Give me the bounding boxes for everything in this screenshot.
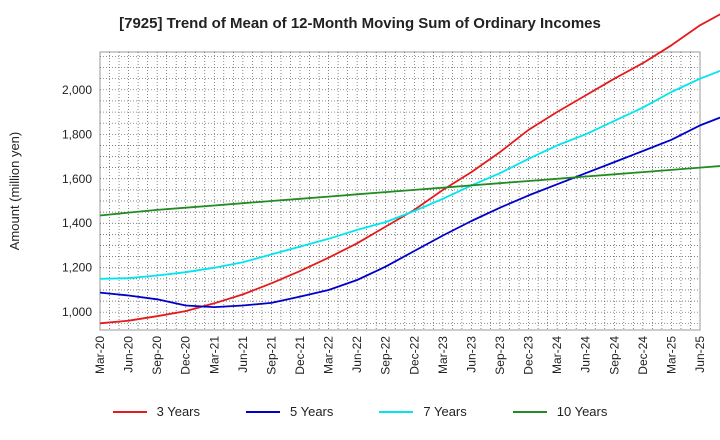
x-tick-label: Mar-20: [93, 336, 107, 374]
legend-item-5-years: 5 Years: [246, 404, 333, 419]
x-tick-label: Mar-23: [436, 336, 450, 374]
y-tick-label: 1,400: [62, 216, 92, 230]
x-tick-label: Dec-23: [522, 336, 536, 375]
y-tick-label: 1,000: [62, 305, 92, 319]
x-tick-label: Sep-21: [264, 336, 278, 375]
legend-item-3-years: 3 Years: [112, 404, 200, 419]
x-tick-label: Sep-20: [150, 336, 164, 375]
legend-label-3-years: 3 Years: [156, 404, 200, 419]
x-tick-label: Sep-24: [607, 336, 621, 375]
x-tick-label: Mar-25: [664, 336, 678, 374]
legend: 3 Years 5 Years 7 Years 10 Years: [0, 404, 720, 419]
x-axis: Mar-20 Jun-20 Sep-20 Dec-20 Mar-21 Jun-21 Sep-…: [93, 336, 707, 375]
x-tick-label: Mar-22: [322, 336, 336, 374]
x-tick-label: Mar-21: [207, 336, 221, 374]
grid: [100, 52, 700, 330]
x-tick-label: Dec-24: [636, 336, 650, 375]
y-tick-label: 1,600: [62, 172, 92, 186]
x-tick-label: Dec-22: [407, 336, 421, 375]
x-tick-label: Dec-21: [293, 336, 307, 375]
y-tick-label: 1,800: [62, 127, 92, 141]
x-tick-label: Mar-24: [550, 336, 564, 374]
x-tick-label: Sep-23: [493, 336, 507, 375]
y-tick-label: 2,000: [62, 83, 92, 97]
legend-label-5-years: 5 Years: [290, 404, 334, 419]
x-tick-label: Jun-24: [579, 336, 593, 373]
legend-label-7-years: 7 Years: [423, 404, 467, 419]
y-axis-label: Amount (million yen): [7, 132, 22, 251]
x-tick-label: Jun-21: [236, 336, 250, 373]
series-line-3-years: [99, 13, 720, 325]
y-tick-label: 1,200: [62, 261, 92, 275]
series-lines: [99, 13, 720, 325]
chart-title: [7925] Trend of Mean of 12-Month Moving …: [119, 15, 601, 32]
series-line-10-years: [99, 165, 720, 217]
legend-item-7-years: 7 Years: [379, 404, 467, 419]
x-tick-label: Jun-23: [464, 336, 478, 373]
legend-swatch-5-years: [246, 410, 280, 413]
legend-swatch-3-years: [112, 410, 147, 413]
x-tick-label: Jun-25: [693, 336, 707, 373]
x-tick-label: Dec-20: [179, 336, 193, 375]
legend-swatch-7-years: [379, 410, 414, 413]
legend-label-10-years: 10 Years: [556, 404, 608, 419]
legend-item-10-years: 10 Years: [512, 404, 608, 419]
x-tick-label: Sep-22: [379, 336, 393, 375]
x-tick-label: Jun-22: [350, 336, 364, 373]
legend-swatch-10-years: [512, 410, 547, 413]
x-tick-label: Jun-20: [122, 336, 136, 373]
series-line-5-years: [99, 116, 720, 309]
y-axis: 1,000 1,200 1,400 1,600 1,800 2,000: [62, 83, 92, 319]
series-line-7-years: [99, 69, 720, 280]
